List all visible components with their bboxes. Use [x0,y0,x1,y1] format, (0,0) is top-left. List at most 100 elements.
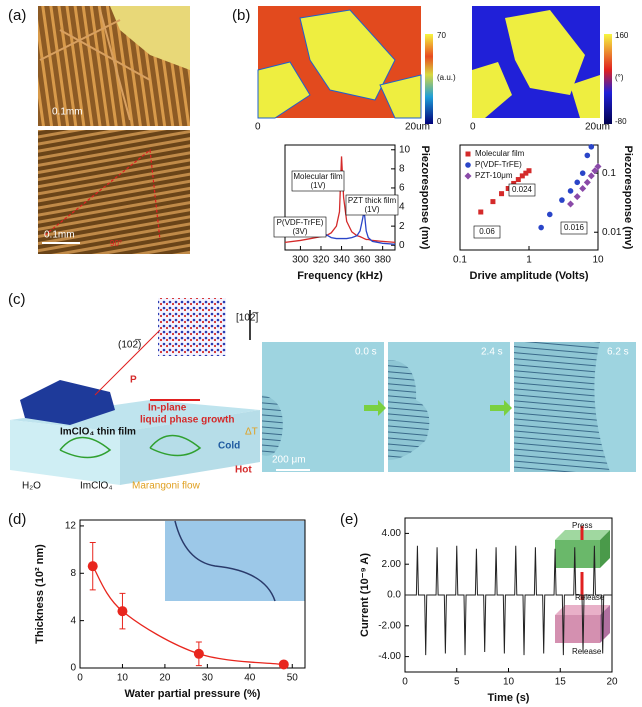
map-axis-label: 0 [470,122,476,133]
plane-label: (102̅) [118,339,141,351]
scale-label: 0.1mm [44,230,75,241]
series-line [405,545,612,656]
y-tick-label: -4.00 [378,651,401,662]
cold-label: Cold [218,441,240,452]
scale-label: 0.1mm [52,107,83,118]
x-tick-label: 0 [77,673,83,684]
map-axis-label: 20um [585,122,610,133]
annotation-box [273,216,327,238]
scale-label: 200 μm [272,455,306,466]
map-axis-label: 0 [255,122,261,133]
hot-label: Hot [235,465,252,476]
y-tick-label: 2 [399,221,405,232]
colorbar-unit: (a.u.) [437,73,456,82]
x-tick-label: 380 [374,255,391,266]
x-tick-label: 15 [555,677,567,688]
legend-label: P(VDF-TrFE) [475,160,522,169]
marker [278,659,289,670]
x-tick-label: 1 [526,255,532,266]
annotation: 0.024 [512,185,533,194]
legend-marker [465,162,471,168]
x-tick-label: 40 [244,673,256,684]
marker [587,172,595,180]
panel-label: (d) [8,511,26,528]
annotation: (1V) [364,205,379,214]
marker [523,170,529,176]
marker [584,152,591,159]
legend-label: ImClO₄ [80,481,112,492]
y-tick-label: 0.1 [602,168,616,179]
x-tick-label: 340 [333,255,350,266]
marker [499,191,505,197]
x-tick-label: 0.1 [453,255,467,266]
micrograph-bottom [38,130,190,254]
colorbar-label: 0 [437,117,442,126]
marker [538,224,544,231]
marker [478,209,484,215]
legend-label: PZT-10μm [475,171,513,180]
annotation: Molecular film [293,172,343,181]
x-tick-label: 5 [454,677,460,688]
y-tick-label: -2.00 [378,620,401,631]
colorbar-label: -80 [615,117,627,126]
y-axis-label: Current (10⁻⁹ A) [359,553,371,637]
marker [573,193,581,201]
marker [87,561,98,572]
y-axis-label: Piezoresponse (mv) [622,146,634,250]
legend-marker [465,151,471,157]
legend-label: Marangoni flow [132,481,201,492]
growth-frames [262,342,636,472]
micrograph-top [38,6,190,126]
x-tick-label: 10 [592,255,604,266]
marker [519,173,525,179]
x-tick-label: 0 [402,677,408,688]
time-label: 0.0 s [355,347,377,358]
y-tick-label: 0 [70,663,76,674]
marker [579,170,586,176]
legend-label: Molecular film [475,149,525,158]
x-axis-label: Water partial pressure (%) [125,688,261,700]
colorbar-unit: (°) [615,73,624,82]
inset-image [165,520,305,602]
marker [567,200,575,208]
x-tick-label: 20 [606,677,618,688]
x-axis-label: Frequency (kHz) [297,270,383,282]
x-tick-label: 30 [202,673,214,684]
annotation-box [508,183,536,197]
annotation: P(VDF-TrFE) [277,218,324,227]
y-tick-label: 0 [399,240,405,251]
x-tick-label: 50 [287,673,299,684]
panel-label: (e) [340,511,358,528]
phase-map [472,6,600,118]
marker [594,162,602,170]
colorbar-label: 160 [615,31,629,40]
marker [579,185,587,193]
x-tick-label: 10 [117,673,129,684]
marker [511,180,517,186]
plot-frame [79,519,306,669]
marker [546,211,553,218]
x-tick-label: 10 [503,677,515,688]
marker [567,188,574,194]
annotation: (1V) [310,181,325,190]
marker [515,177,521,183]
growth-label: In-plane [148,403,187,414]
marker [583,178,591,186]
y-tick-label: 4.00 [382,528,402,539]
annotation-box [345,194,399,216]
legend-marker [464,172,472,180]
y-tick-label: 10 [399,144,411,155]
marker [505,186,511,192]
y-tick-label: 4 [399,202,405,213]
y-tick-label: 12 [65,521,77,532]
fit-curve [92,565,284,666]
marker [574,179,581,186]
y-axis-label: Piezoresponse (mv) [419,146,431,250]
direction-label: [102̅] [236,312,258,324]
inset-label: Press [572,521,592,530]
inset-label: Release [572,647,602,656]
marker [117,606,128,617]
annotation: 0.06 [479,227,495,236]
x-tick-label: 300 [292,255,309,266]
